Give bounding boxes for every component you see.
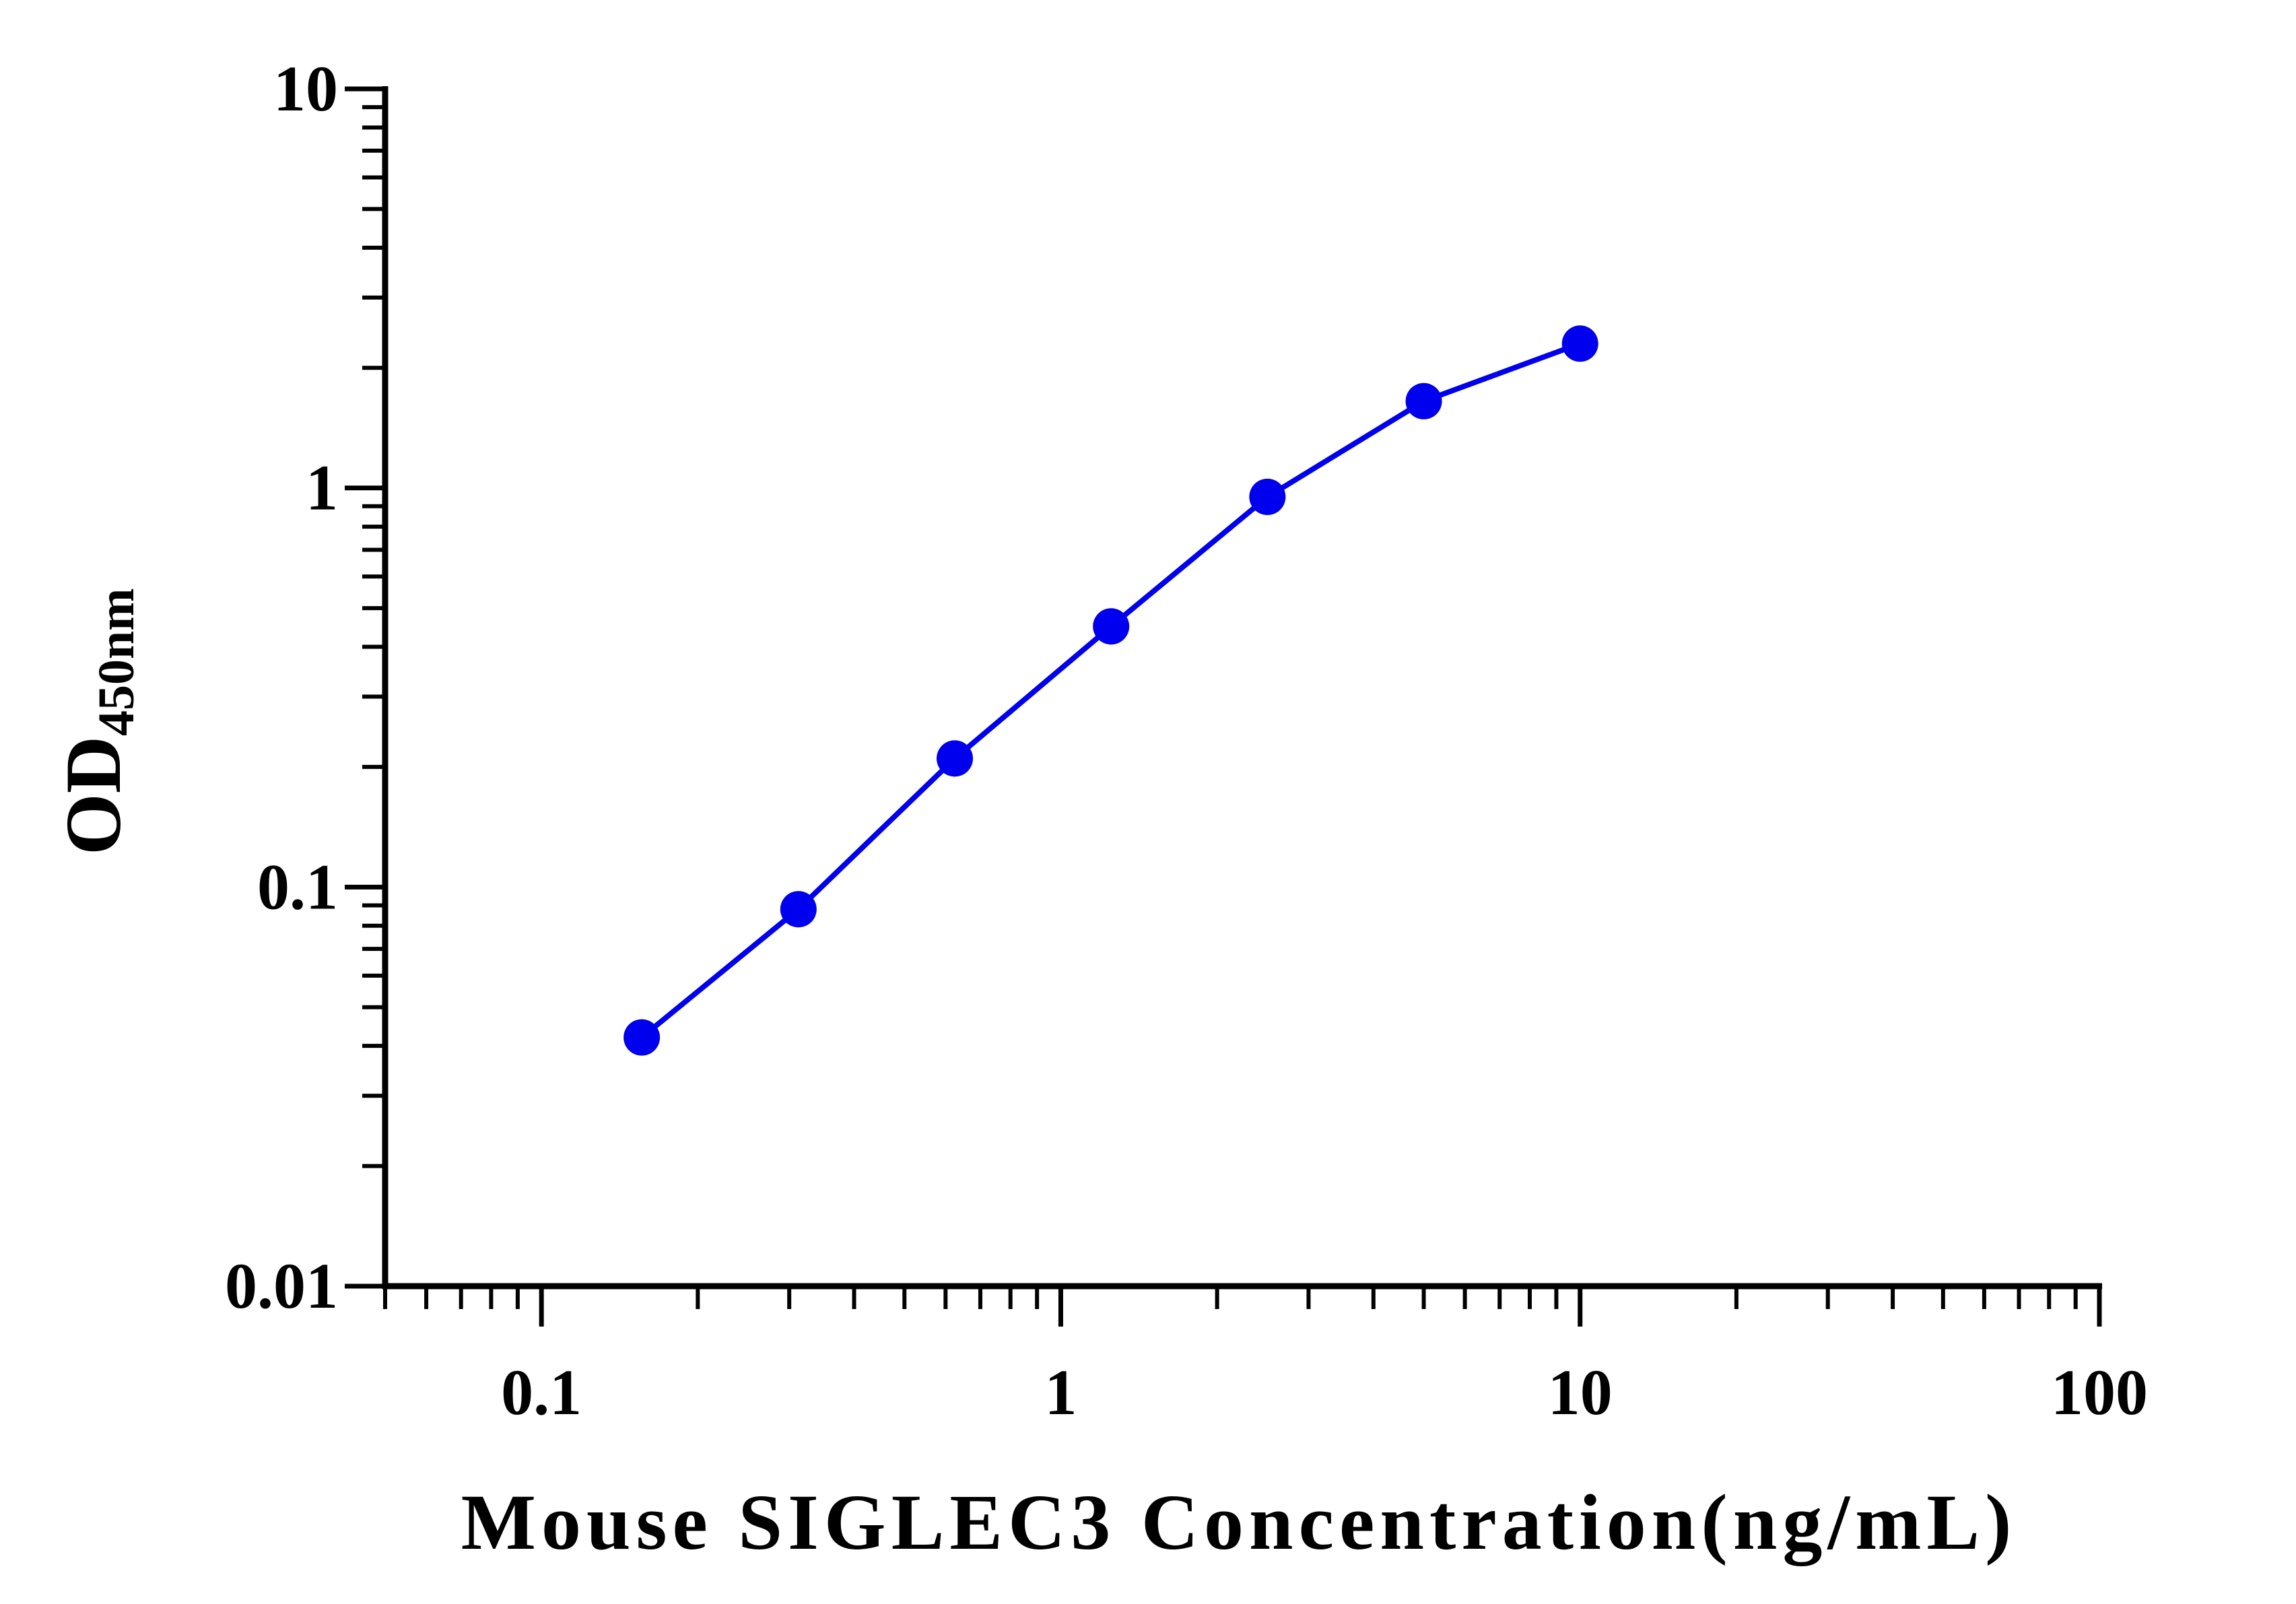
y-tick-label: 0.01 bbox=[225, 1250, 338, 1322]
data-point bbox=[937, 740, 974, 777]
y-tick-label: 10 bbox=[273, 53, 338, 125]
data-point bbox=[1093, 608, 1130, 645]
series-layer bbox=[623, 325, 1598, 1056]
y-axis-title-subscript: 450nm bbox=[88, 588, 145, 736]
series-line bbox=[640, 341, 1582, 1040]
data-point bbox=[780, 891, 817, 928]
data-point bbox=[1561, 325, 1598, 362]
axes: 0.01 0.1 1 10 0.1 1 10 100 bbox=[225, 53, 2148, 1428]
x-tick-label: 0.1 bbox=[501, 1356, 582, 1428]
x-tick-label: 10 bbox=[1548, 1356, 1613, 1428]
data-point bbox=[623, 1019, 661, 1056]
y-tick-label: 1 bbox=[306, 452, 338, 524]
data-point bbox=[1249, 478, 1286, 515]
x-axis-title: Mouse SIGLEC3 Concentration(ng/mL) bbox=[461, 1478, 2017, 1566]
y-axis-title-main: OD bbox=[49, 736, 137, 855]
x-tick-label: 100 bbox=[2051, 1356, 2148, 1428]
labels: Mouse SIGLEC3 Concentration(ng/mL) OD450… bbox=[49, 588, 2017, 1566]
y-axis-title: OD450nm bbox=[49, 588, 145, 855]
data-point bbox=[1405, 382, 1442, 420]
y-tick-label: 0.1 bbox=[257, 850, 338, 923]
x-tick-label: 1 bbox=[1044, 1356, 1077, 1428]
